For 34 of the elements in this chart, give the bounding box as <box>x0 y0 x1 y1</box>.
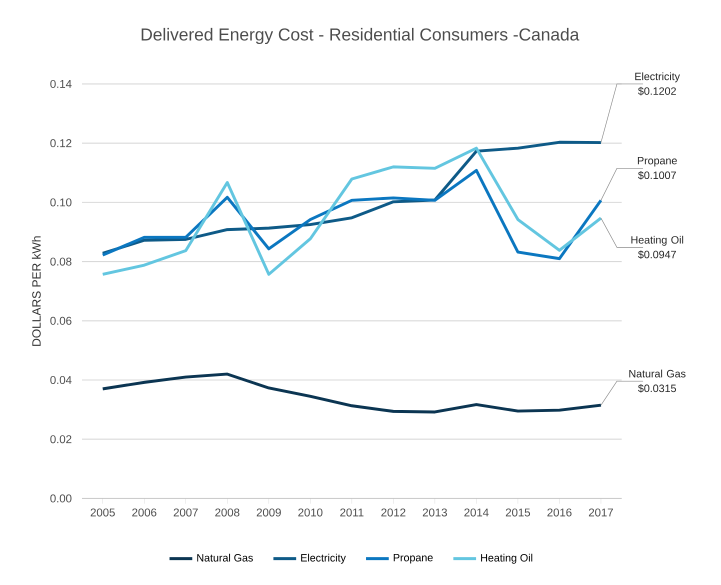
y-axis-title: DOLLARS PER kWh <box>32 236 41 346</box>
chart-title: Delivered Energy Cost - Residential Consumers -Canada <box>142 28 580 44</box>
y-tick-label: 0.04 <box>50 376 72 384</box>
y-tick-label: 0.00 <box>50 494 72 502</box>
line-series <box>101 168 602 260</box>
y-tick-label: 0.06 <box>50 316 72 325</box>
y-tick-label: 0.08 <box>50 258 72 266</box>
x-tick-label: 2006 <box>132 508 156 516</box>
annotation: Natural Gas $0.0315 <box>629 370 686 393</box>
x-tick-label: 2008 <box>215 508 240 516</box>
line-series <box>101 372 602 414</box>
annotation: Electricity $0.1202 <box>635 72 680 96</box>
legend-label: Heating Oil <box>481 554 532 564</box>
x-tick-label: 2014 <box>464 508 489 516</box>
x-tick-label: 2009 <box>256 508 281 516</box>
x-tick-label: 2011 <box>340 508 364 516</box>
x-tick-label: 2017 <box>588 508 613 516</box>
legend-label: Propane <box>394 554 433 564</box>
y-tick-label: 0.14 <box>50 80 72 88</box>
x-tick-label: 2015 <box>506 508 530 516</box>
legend-label: Natural Gas <box>197 554 253 562</box>
y-tick-label: 0.12 <box>50 139 72 148</box>
line-series <box>101 146 602 276</box>
annotation: Propane $0.1007 <box>638 156 677 180</box>
x-tick-label: 2007 <box>174 508 198 516</box>
x-tick-label: 2013 <box>422 508 447 516</box>
legend-label: Electricity <box>301 554 346 564</box>
y-tick-label: 0.10 <box>50 198 72 206</box>
annotation: Heating Oil $0.0947 <box>631 236 684 259</box>
y-tick-label: 0.02 <box>50 435 72 444</box>
x-tick-label: 2016 <box>547 508 572 516</box>
x-tick-label: 2010 <box>298 508 322 516</box>
x-tick-label: 2012 <box>381 508 406 516</box>
x-tick-label: 2005 <box>90 508 115 516</box>
